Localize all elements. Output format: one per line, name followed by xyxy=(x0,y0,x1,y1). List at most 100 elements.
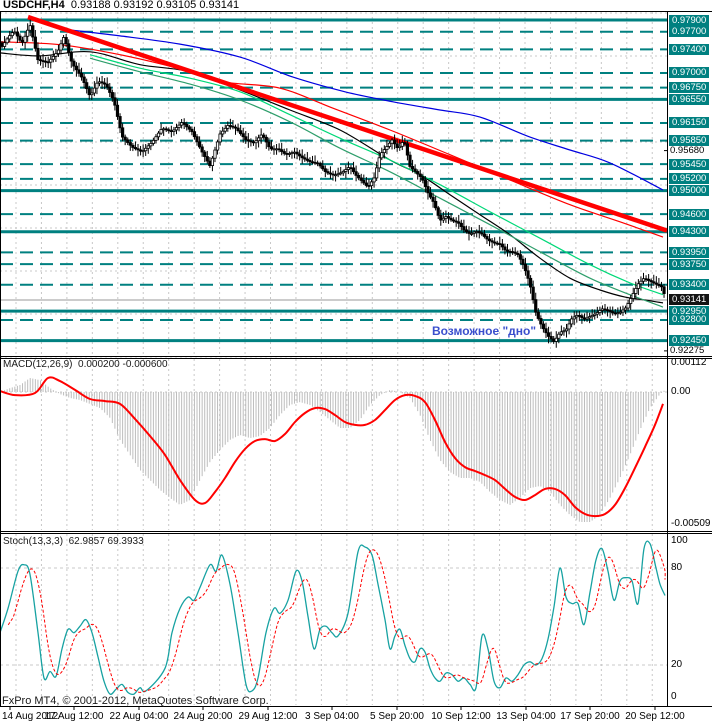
candle-body xyxy=(446,216,451,219)
candle-body xyxy=(28,25,32,31)
candle-body xyxy=(418,173,422,177)
candle-body xyxy=(79,72,84,78)
candle-body xyxy=(118,116,122,129)
candle-body xyxy=(254,140,258,144)
candle-body xyxy=(280,149,284,152)
candle-body xyxy=(105,83,109,88)
candle-body xyxy=(357,174,361,179)
candle-body xyxy=(64,37,68,45)
candle-body xyxy=(287,153,291,155)
candle-body xyxy=(192,131,197,138)
candle-body xyxy=(331,173,335,176)
candle-body xyxy=(113,97,117,106)
candle-body xyxy=(69,52,73,62)
candle-body xyxy=(92,87,96,94)
candle-body xyxy=(44,60,48,63)
candle-body xyxy=(126,139,130,143)
candle-body xyxy=(244,136,248,141)
candle-body xyxy=(195,136,199,143)
candle-body xyxy=(585,317,589,320)
candle-body xyxy=(203,151,207,157)
candle-body xyxy=(528,277,533,288)
candle-body xyxy=(49,58,53,63)
candle-body xyxy=(534,299,538,313)
stoch-main-line xyxy=(0,540,666,696)
candle-body xyxy=(557,333,561,339)
candle-body xyxy=(503,246,507,251)
candle-body xyxy=(23,35,27,43)
candle-body xyxy=(518,254,522,260)
candle-body xyxy=(149,143,153,147)
candle-body xyxy=(8,35,12,40)
candle-body xyxy=(482,233,487,237)
candle-body xyxy=(523,263,528,272)
candle-body xyxy=(344,169,348,172)
price-axis-label: 0.95000 xyxy=(669,185,710,196)
candle-body xyxy=(588,316,592,319)
stoch-axis-label: 100 xyxy=(671,535,688,546)
candle-body xyxy=(531,286,535,301)
candle-body xyxy=(336,173,340,176)
candle-body xyxy=(74,65,79,71)
candle-body xyxy=(575,315,579,318)
candle-body xyxy=(364,182,368,186)
candle-body xyxy=(326,171,330,174)
candle-body xyxy=(90,92,94,96)
candle-body xyxy=(567,323,571,330)
candle-body xyxy=(249,140,253,143)
candle-body xyxy=(400,142,404,147)
price-axis-label: 0.92450 xyxy=(669,335,710,346)
candle-body xyxy=(136,148,140,151)
candle-body xyxy=(285,153,289,155)
candle-body xyxy=(151,139,155,144)
candle-body xyxy=(205,156,209,162)
candle-body xyxy=(431,196,435,202)
candle-body xyxy=(128,142,132,146)
candle-body xyxy=(97,81,102,84)
candle-body xyxy=(426,186,430,194)
candle-body xyxy=(267,141,271,148)
moving-average-ma-blue xyxy=(59,28,664,191)
candle-body xyxy=(87,88,91,96)
candle-body xyxy=(110,92,114,99)
candle-body xyxy=(67,43,71,53)
candle-body xyxy=(323,168,327,172)
candle-body xyxy=(564,328,569,332)
candle-body xyxy=(526,270,530,279)
candle-body xyxy=(582,317,587,320)
macd-axis-label: 0.00112 xyxy=(671,357,707,368)
candle-body xyxy=(231,125,235,128)
candle-body xyxy=(172,129,176,132)
candle-body xyxy=(82,76,86,84)
time-axis-label: 22 Aug 04:00 xyxy=(109,711,169,722)
candle-body xyxy=(467,231,471,234)
candle-body xyxy=(20,39,25,43)
candle-body xyxy=(577,315,581,317)
candle-body xyxy=(95,82,99,89)
candle-body xyxy=(362,180,366,184)
candle-body xyxy=(180,122,184,126)
candle-body xyxy=(61,37,66,45)
candle-body xyxy=(600,308,605,311)
price-axis-label: 0.96550 xyxy=(669,94,710,105)
candle-body xyxy=(649,280,653,283)
moving-average-ma-green-slow xyxy=(89,57,664,308)
possible-bottom-annotation[interactable]: Возможное "дно" xyxy=(431,324,537,338)
candle-body xyxy=(236,127,240,132)
descending-trendline[interactable] xyxy=(27,14,668,233)
candle-body xyxy=(200,146,204,153)
candle-body xyxy=(516,252,520,255)
candle-body xyxy=(121,127,125,138)
price-axis-label: 0.95200 xyxy=(669,173,710,184)
candle-body xyxy=(115,104,120,117)
candle-body xyxy=(405,143,410,156)
candle-body xyxy=(5,38,9,44)
candle-body xyxy=(349,167,353,170)
price-axis-label: 0.95850 xyxy=(669,135,710,146)
candle-body xyxy=(580,315,584,319)
price-axis-label: 0.95450 xyxy=(669,159,710,170)
candle-body xyxy=(274,148,279,151)
candle-body xyxy=(141,150,145,153)
